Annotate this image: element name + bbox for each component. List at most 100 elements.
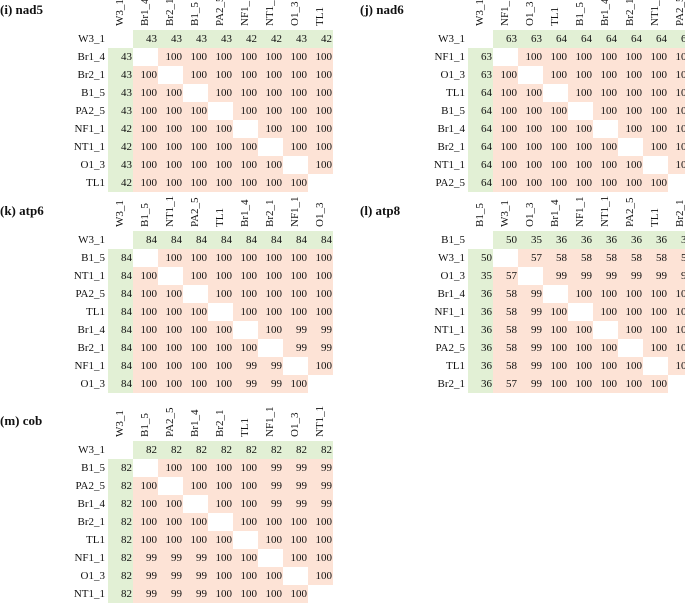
row-label: O1_3: [80, 570, 105, 582]
heatmap-cell: 84: [108, 285, 133, 303]
column-label: NT1_1: [599, 195, 611, 227]
heatmap-cell: 100: [518, 156, 543, 174]
row-label: NT1_1: [73, 270, 105, 282]
heatmap-cell: 100: [643, 375, 668, 393]
heatmap-cell: 100: [543, 375, 568, 393]
heatmap-cell: 100: [258, 249, 283, 267]
diagonal-cell: [133, 48, 158, 66]
row-label: PA2_5: [75, 480, 105, 492]
diagonal-cell: [593, 321, 618, 339]
heatmap-cell: 100: [233, 249, 258, 267]
diagonal-cell: [283, 357, 308, 375]
heatmap-cell: 100: [233, 138, 258, 156]
heatmap-cell: 99: [593, 267, 618, 285]
row-label: B1_5: [81, 87, 105, 99]
column-label: W3_1: [114, 200, 126, 227]
diagonal-cell: [468, 231, 493, 249]
heatmap-cell: 100: [493, 156, 518, 174]
heatmap-cell: 58: [493, 285, 518, 303]
column-label: Br2_1: [164, 0, 176, 26]
heatmap-cell: 100: [568, 375, 593, 393]
heatmap-cell: 42: [108, 138, 133, 156]
heatmap-cell: 64: [643, 30, 668, 48]
heatmap-cell: 100: [258, 513, 283, 531]
diagonal-cell: [183, 285, 208, 303]
heatmap-cell: 100: [618, 357, 643, 375]
heatmap-cell: 100: [543, 339, 568, 357]
row-label: PA2_5: [435, 342, 465, 354]
column-label: O1_3: [524, 202, 536, 227]
row-label: NT1_1: [433, 324, 465, 336]
heatmap-cell: 100: [258, 120, 283, 138]
heatmap-cell: 100: [233, 285, 258, 303]
heatmap-cell: 100: [308, 66, 333, 84]
heatmap-cell: 36: [468, 285, 493, 303]
heatmap-cell: 100: [593, 357, 618, 375]
heatmap-cell: 100: [618, 102, 643, 120]
heatmap-cell: 100: [668, 84, 685, 102]
heatmap-cell: 100: [593, 48, 618, 66]
heatmap-cell: 64: [468, 102, 493, 120]
heatmap-cell: 99: [258, 357, 283, 375]
row-label: NF1_1: [434, 306, 465, 318]
diagonal-cell: [133, 249, 158, 267]
heatmap-cell: 100: [283, 66, 308, 84]
heatmap-cell: 100: [208, 138, 233, 156]
heatmap-cell: 100: [643, 285, 668, 303]
heatmap-cell: 100: [208, 249, 233, 267]
heatmap-cell: 100: [518, 174, 543, 192]
heatmap-cell: 100: [133, 321, 158, 339]
diagonal-cell: [108, 30, 133, 48]
row-label: TL1: [446, 87, 465, 99]
heatmap-cell: 100: [308, 303, 333, 321]
heatmap-cell: 64: [468, 84, 493, 102]
heatmap-cell: 100: [233, 303, 258, 321]
diagonal-cell: [668, 375, 685, 393]
heatmap-cell: 100: [283, 102, 308, 120]
heatmap-cell: 100: [643, 174, 668, 192]
heatmap-cell: 100: [568, 285, 593, 303]
heatmap-cell: 100: [283, 120, 308, 138]
row-label: NT1_1: [433, 159, 465, 171]
heatmap-cell: 100: [183, 66, 208, 84]
heatmap-cell: 100: [133, 174, 158, 192]
column-label: Br1_4: [239, 199, 251, 228]
column-label: O1_3: [314, 202, 326, 227]
panel-title: (i) nad5: [0, 2, 43, 17]
heatmap-cell: 100: [183, 459, 208, 477]
heatmap-cell: 100: [308, 531, 333, 549]
heatmap-cell: 100: [593, 303, 618, 321]
panel-title: (j) nad6: [360, 2, 404, 17]
row-label: B1_5: [441, 105, 465, 117]
heatmap-cell: 100: [493, 174, 518, 192]
column-label: NT1_1: [314, 405, 326, 437]
row-label: O1_3: [80, 159, 105, 171]
heatmap-cell: 100: [233, 174, 258, 192]
diagonal-cell: [283, 156, 308, 174]
heatmap-cell: 43: [108, 84, 133, 102]
heatmap-cell: 100: [183, 357, 208, 375]
heatmap-cell: 99: [283, 339, 308, 357]
heatmap-cell: 100: [543, 102, 568, 120]
heatmap-cell: 84: [283, 231, 308, 249]
heatmap-cell: 100: [283, 138, 308, 156]
heatmap-cell: 100: [258, 48, 283, 66]
heatmap-cell: 58: [568, 249, 593, 267]
heatmap-cell: 43: [183, 30, 208, 48]
heatmap-cell: 42: [108, 174, 133, 192]
diagonal-cell: [208, 303, 233, 321]
heatmap-cell: 100: [158, 513, 183, 531]
heatmap-cell: 99: [308, 477, 333, 495]
heatmap-cell: 36: [468, 375, 493, 393]
heatmap-cell: 100: [158, 84, 183, 102]
row-label: W3_1: [438, 33, 465, 45]
row-label: B1_5: [81, 462, 105, 474]
heatmap-cell: 100: [233, 477, 258, 495]
heatmap-cell: 100: [158, 321, 183, 339]
heatmap-cell: 36: [593, 231, 618, 249]
row-label: PA2_5: [435, 177, 465, 189]
heatmap-cell: 100: [618, 375, 643, 393]
heatmap-cell: 100: [233, 66, 258, 84]
heatmap-cell: 43: [108, 48, 133, 66]
heatmap-cell: 100: [183, 138, 208, 156]
